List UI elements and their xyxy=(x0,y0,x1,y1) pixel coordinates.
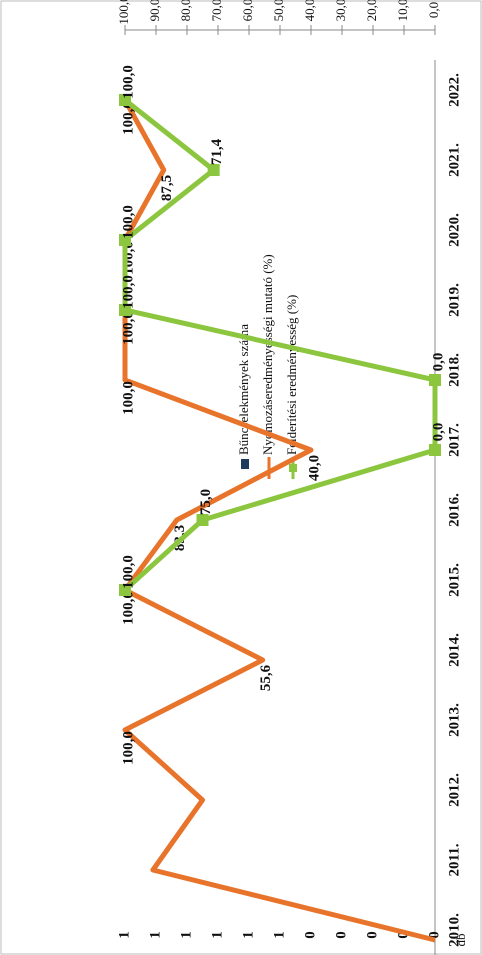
data-label: 71,4 xyxy=(209,138,225,165)
y2-tick-label: 80,0 xyxy=(178,0,193,21)
data-label: 100,0 xyxy=(120,591,136,625)
data-label: 100,0 xyxy=(120,381,136,415)
data-label: 100,0 xyxy=(120,311,136,345)
data-label: 100,0 xyxy=(120,731,136,765)
y2-tick-label: 40,0 xyxy=(302,0,317,21)
point-marker xyxy=(119,584,131,596)
point-marker xyxy=(119,304,131,316)
x-tick-label: 2021. xyxy=(446,143,462,177)
y2-tick-label: 0,0 xyxy=(426,2,441,18)
point-marker xyxy=(119,234,131,246)
legend-marker xyxy=(289,464,297,472)
y-tick-label: 1 xyxy=(271,931,287,939)
y-tick-label: 0 xyxy=(364,931,380,939)
x-tick-label: 2012. xyxy=(446,773,462,807)
y2-tick-label: 20,0 xyxy=(364,0,379,21)
data-label: 100,0 xyxy=(120,101,136,135)
x-tick-label: 2016. xyxy=(446,493,462,527)
data-label: 0,0 xyxy=(430,423,446,442)
y2-tick-label: 60,0 xyxy=(240,0,255,21)
point-marker xyxy=(429,444,441,456)
point-marker xyxy=(429,374,441,386)
data-label: 100,0 xyxy=(120,275,136,309)
data-label: 100,0 xyxy=(120,205,136,239)
y-tick-label: 1 xyxy=(116,931,132,939)
y2-tick-label: 90,0 xyxy=(147,0,162,21)
x-tick-label: 2017. xyxy=(446,423,462,457)
series-line xyxy=(122,98,438,592)
data-label: 40,0 xyxy=(306,455,322,481)
y-axis-title: db xyxy=(453,934,468,947)
x-tick-label: 2020. xyxy=(446,213,462,247)
x-tick-label: 2015. xyxy=(446,563,462,597)
y-tick-label: 1 xyxy=(209,931,225,939)
data-label: 100,0 xyxy=(120,65,136,99)
data-label: 0,0 xyxy=(430,353,446,372)
y-tick-label: 1 xyxy=(240,931,256,939)
data-label: 75,0 xyxy=(198,489,214,515)
y2-tick-label: 100,0 xyxy=(116,0,131,25)
y-tick-label: 1 xyxy=(178,931,194,939)
point-marker xyxy=(207,164,220,176)
data-label: 100,0 xyxy=(120,555,136,589)
y-tick-label: 0 xyxy=(333,931,349,939)
x-tick-label: 2018. xyxy=(446,353,462,387)
x-tick-label: 2019. xyxy=(446,283,462,317)
legend-label: Nyomozáseredményességi mutató (%) xyxy=(260,254,275,455)
rotated-plot: 000001111110,010,020,030,040,050,060,070… xyxy=(116,0,468,955)
data-label: 87,5 xyxy=(159,175,175,201)
x-tick-label: 2013. xyxy=(446,703,462,737)
y-tick-label: 0 xyxy=(302,931,318,939)
point-marker xyxy=(196,514,209,526)
x-tick-label: 2022. xyxy=(446,73,462,107)
legend-label: Bűncselekmények száma xyxy=(236,324,251,455)
legend-label: Felderítési eredményesség (%) xyxy=(284,295,299,455)
y2-tick-label: 30,0 xyxy=(333,0,348,21)
x-tick-label: 2011. xyxy=(446,843,462,876)
x-tick-label: 2014. xyxy=(446,633,462,667)
x-tick-label: 2010. xyxy=(446,913,462,947)
y2-tick-label: 10,0 xyxy=(395,0,410,21)
data-label: 55,6 xyxy=(258,664,274,691)
y-tick-label: 0 xyxy=(395,931,411,939)
y-tick-label: 1 xyxy=(147,931,163,939)
series-line xyxy=(122,98,436,943)
y-tick-label: 0 xyxy=(426,931,442,939)
y2-tick-label: 50,0 xyxy=(271,0,286,21)
point-marker xyxy=(119,94,131,106)
y2-tick-label: 70,0 xyxy=(209,0,224,21)
legend-swatch xyxy=(241,459,249,469)
